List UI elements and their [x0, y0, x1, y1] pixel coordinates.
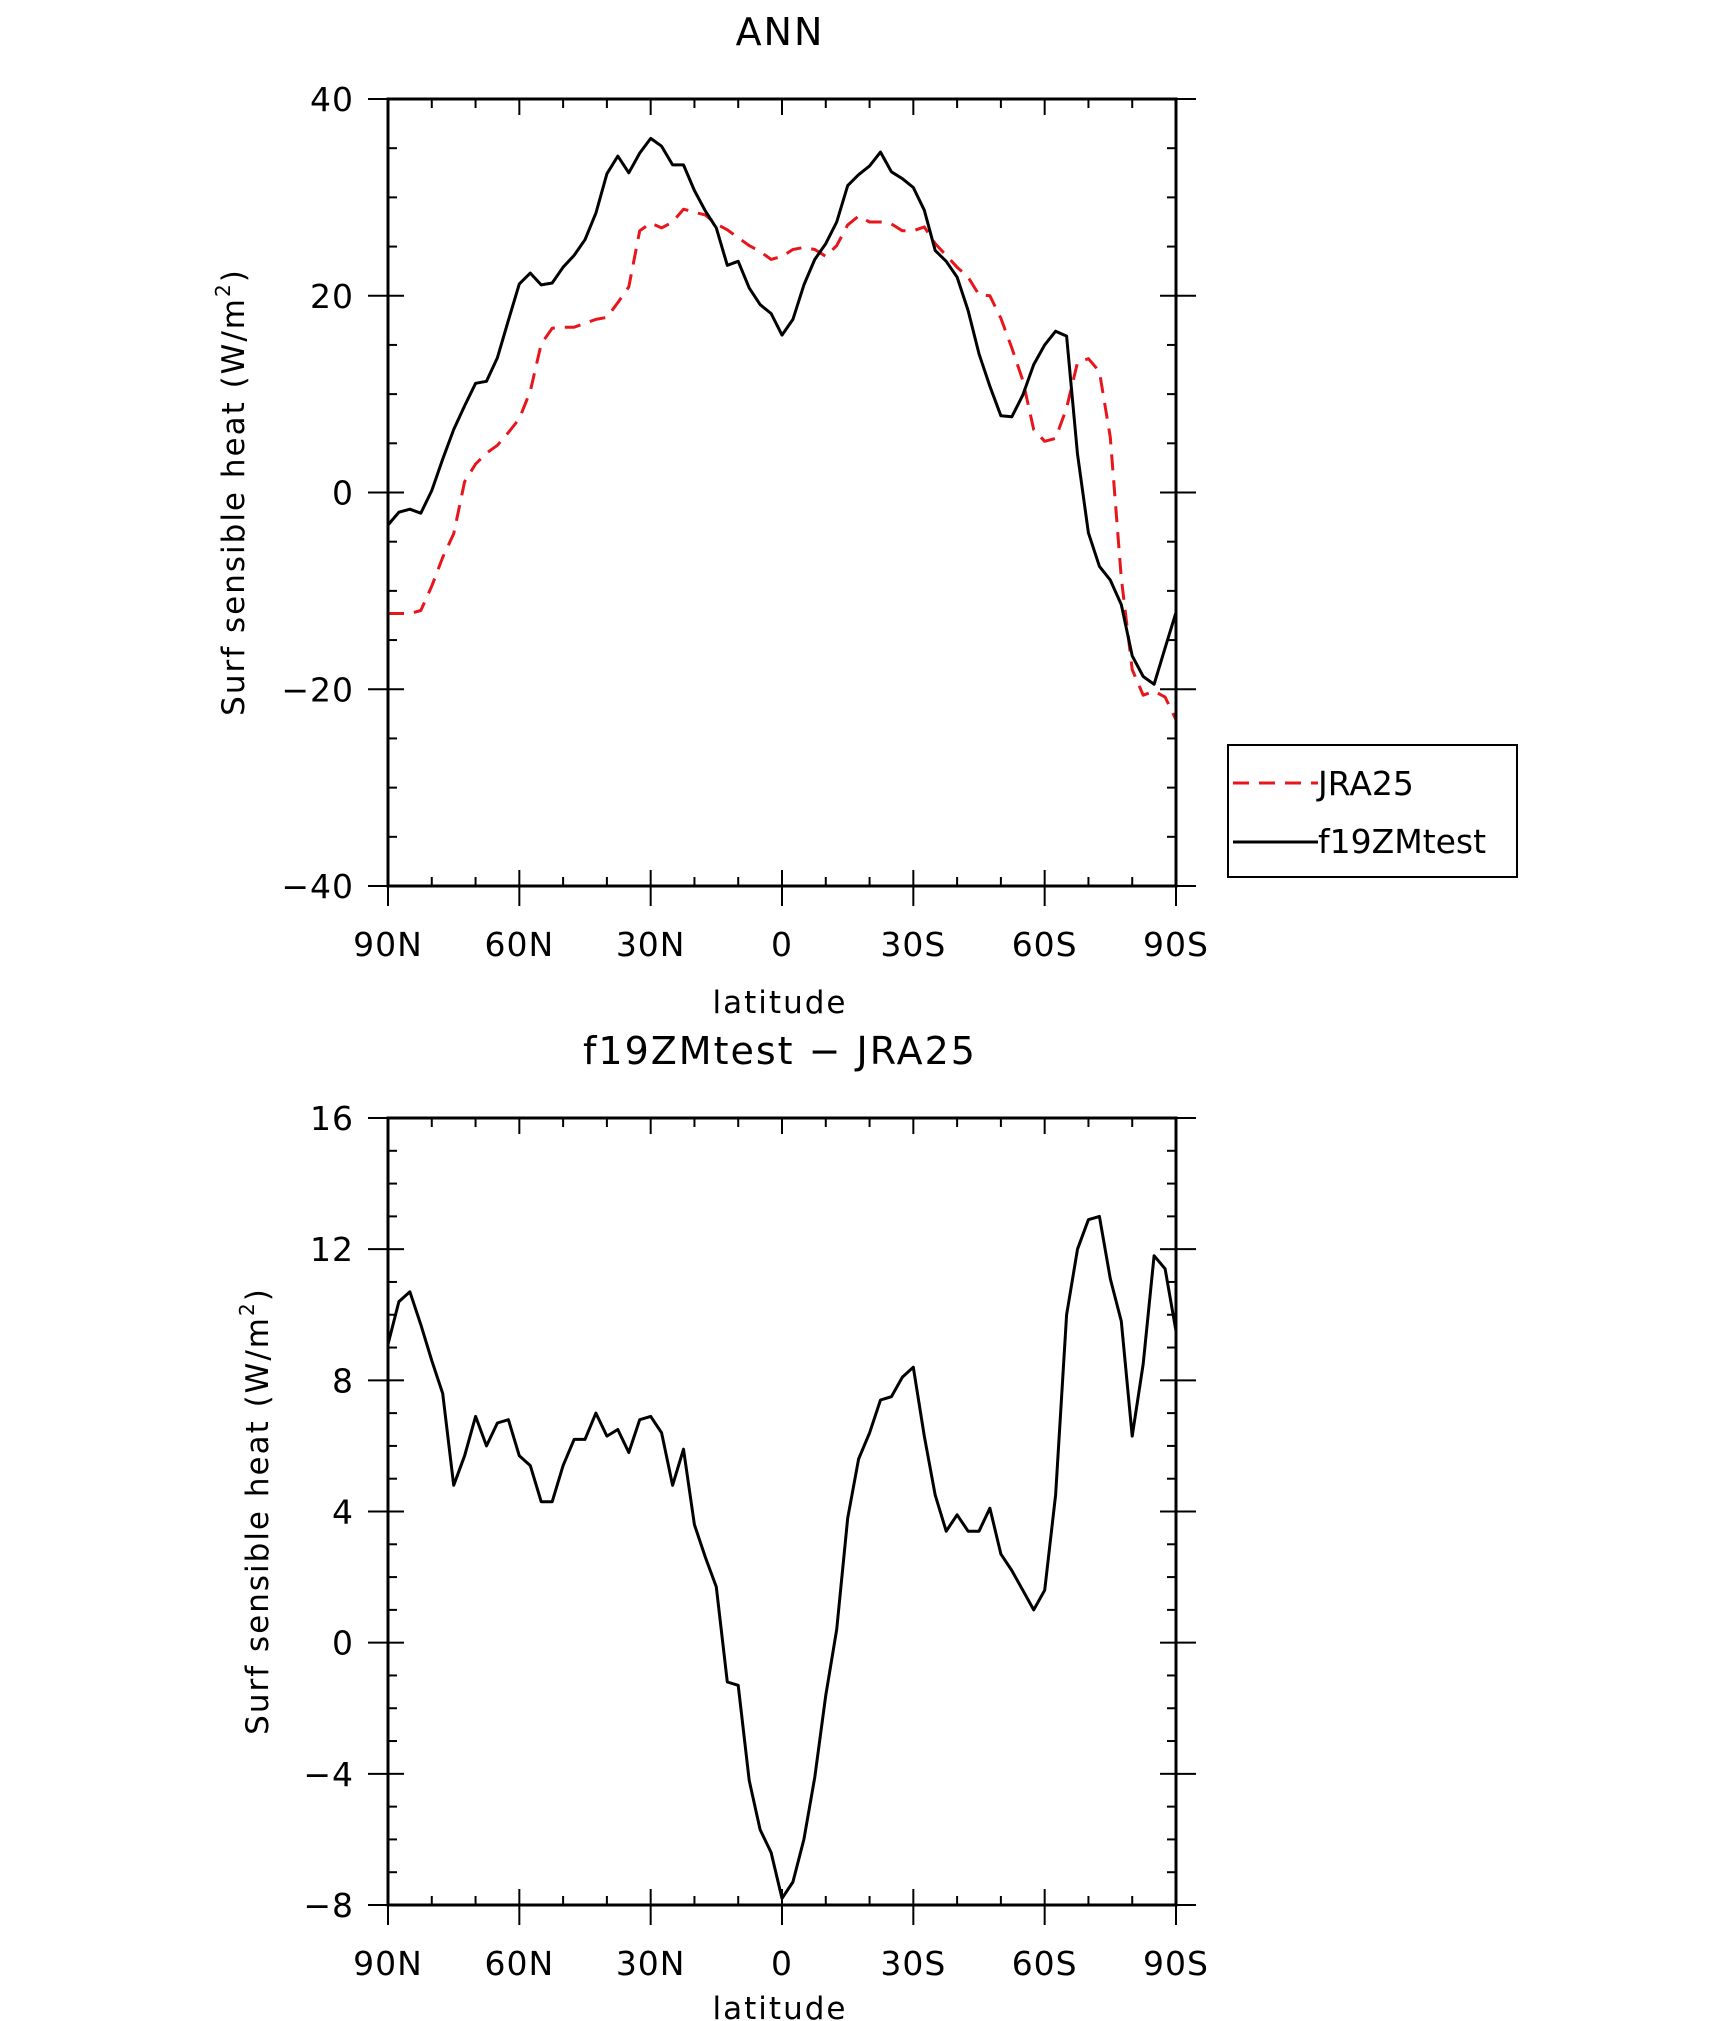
- bottom-chart-plot-frame: [386, 1116, 1178, 1907]
- bottom-chart-y-tick-label: −8: [303, 1886, 354, 1925]
- top-chart-x-tick-label: 60N: [484, 925, 554, 964]
- top-chart-x-tick-label: 90N: [353, 925, 423, 964]
- bottom-chart-x-tick-label: 30N: [616, 1944, 686, 1983]
- top-chart-x-tick-label: 30N: [616, 925, 686, 964]
- bottom-chart-y-tick-label: 8: [332, 1361, 354, 1400]
- top-chart-title: ANN: [736, 10, 825, 54]
- top-chart-y-tick-label: 20: [310, 277, 354, 316]
- top-chart-x-tick-label: 90S: [1143, 925, 1209, 964]
- top-chart-x-tick-labels: 90N 60N 30N 0 30S 60S 90S: [353, 925, 1209, 964]
- bottom-chart-x-tick-label: 30S: [880, 1944, 946, 1983]
- bottom-chart-ticks: [368, 1117, 1196, 1925]
- top-chart-y-axis-title-main: Surf sensible heat (W/m: [216, 297, 252, 716]
- bottom-chart-y-axis-title-main: Surf sensible heat (W/m: [240, 1316, 276, 1735]
- legend-box: [1227, 744, 1518, 878]
- bottom-chart-y-axis-title-suffix: ): [240, 1287, 276, 1301]
- top-chart-panel: ANN 90N 60N 30N 0 30S 60S 90S 40 20 0 −20 −40 lati…: [211, 10, 1518, 1021]
- bottom-chart-x-tick-label: 90N: [353, 1944, 423, 1983]
- top-chart-y-axis-title-suffix: ): [216, 268, 252, 282]
- top-chart-y-axis-title-superscript: 2: [211, 282, 235, 297]
- bottom-chart-y-axis-title: Surf sensible heat (W/m2): [235, 1287, 276, 1735]
- bottom-chart-y-tick-labels: 16 12 8 4 0 −4 −8: [303, 1099, 354, 1925]
- top-chart-series-line-0: [388, 207, 1178, 721]
- top-chart-x-tick-label: 30S: [880, 925, 946, 964]
- bottom-chart-x-tick-label: 60N: [484, 1944, 554, 1983]
- bottom-chart-y-tick-label: 4: [332, 1493, 354, 1532]
- bottom-chart-y-tick-label: 16: [310, 1099, 354, 1138]
- top-chart-lines: [386, 136, 1178, 721]
- bottom-chart-title: f19ZMtest − JRA25: [583, 1029, 977, 1073]
- top-chart-x-axis-title: latitude: [713, 985, 848, 1021]
- bottom-chart-x-tick-label: 0: [771, 1944, 793, 1983]
- top-chart-y-axis-title: Surf sensible heat (W/m2): [211, 268, 252, 716]
- top-chart-x-tick-label: 0: [771, 925, 793, 964]
- bottom-chart-x-axis-title: latitude: [713, 1991, 848, 2021]
- bottom-chart-y-tick-label: 12: [310, 1230, 354, 1269]
- top-chart-y-tick-label: −20: [281, 670, 354, 709]
- legend-label-jra25: JRA25: [1316, 764, 1414, 803]
- top-chart-y-tick-label: −40: [281, 867, 354, 906]
- top-chart-ticks: [368, 98, 1196, 906]
- bottom-chart-series-line-0: [386, 1214, 1178, 1900]
- legend-label-f19zmtest: f19ZMtest: [1318, 822, 1486, 861]
- top-chart-plot-frame: [386, 97, 1178, 888]
- bottom-chart-panel: f19ZMtest − JRA25 90N 60N 30N 0 30S 60S 90S 16…: [235, 1029, 1209, 2021]
- bottom-chart-x-tick-labels: 90N 60N 30N 0 30S 60S 90S: [353, 1944, 1209, 1983]
- top-chart-series-line-1: [386, 136, 1178, 686]
- bottom-chart-y-tick-label: −4: [303, 1755, 354, 1794]
- bottom-chart-y-tick-label: 0: [332, 1624, 354, 1663]
- legend: JRA25 f19ZMtest: [1227, 744, 1518, 878]
- top-chart-x-tick-label: 60S: [1012, 925, 1078, 964]
- bottom-chart-x-tick-label: 90S: [1143, 1944, 1209, 1983]
- top-chart-y-tick-label: 40: [310, 80, 354, 119]
- bottom-chart-x-tick-label: 60S: [1012, 1944, 1078, 1983]
- top-chart-y-tick-labels: 40 20 0 −20 −40: [281, 80, 354, 906]
- bottom-chart-lines: [386, 1214, 1178, 1900]
- bottom-chart-y-axis-title-superscript: 2: [235, 1301, 259, 1316]
- top-chart-y-tick-label: 0: [332, 474, 354, 513]
